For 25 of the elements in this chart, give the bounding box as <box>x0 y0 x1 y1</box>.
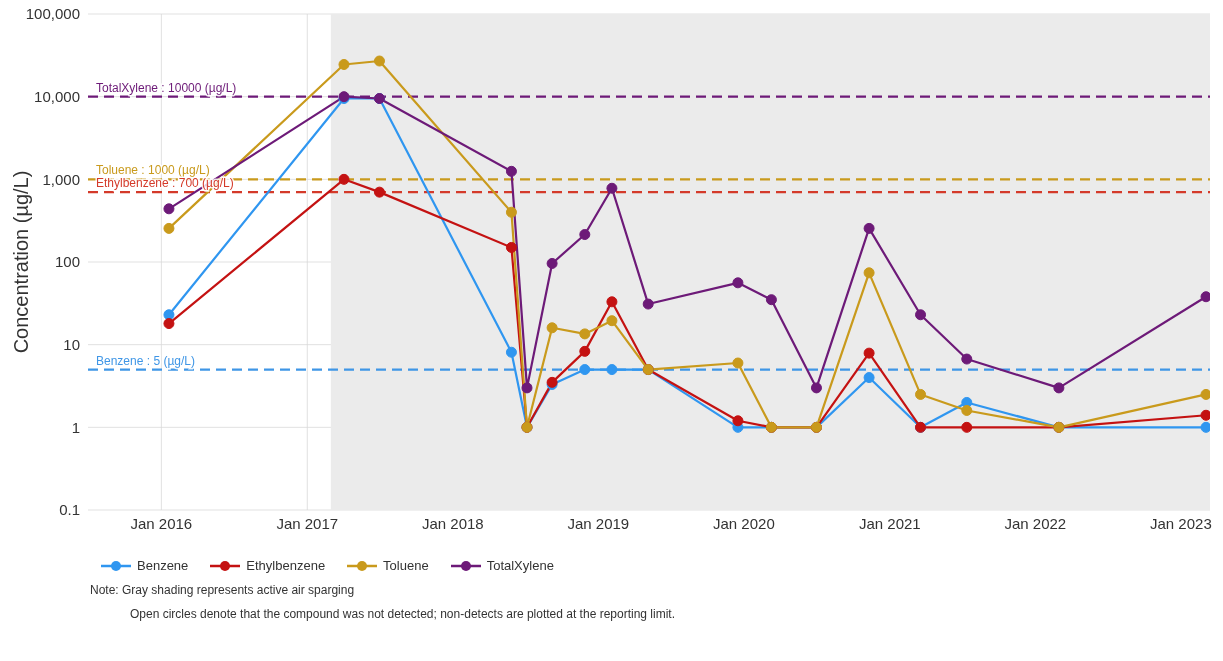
x-tick-label: Jan 2022 <box>1004 514 1067 532</box>
text: Note: Gray shading represents active air sparging <box>90 583 356 597</box>
ref-line-label: TotalXylene : 10000 (µg/L) <box>96 80 237 95</box>
y-tick-label: 0.1 <box>59 501 80 519</box>
y-axis-title: Concentration (µg/L) <box>10 170 33 354</box>
legend-label: TotalXylene <box>486 558 554 573</box>
x-tick-label: Jan 2018 <box>421 514 484 532</box>
legend-label: Benzene <box>137 558 189 573</box>
legend-label: Ethylbenzene <box>246 558 326 573</box>
y-tick-label: 1,000 <box>42 170 80 188</box>
text: Open circles denote that the compound was not detected; non-detects are plotted at the reporting limit. <box>129 607 676 621</box>
ref-line-label: Toluene : 1000 (µg/L) <box>96 163 210 178</box>
y-tick-label: 100,000 <box>25 5 80 23</box>
y-tick-label: 10,000 <box>34 87 80 105</box>
y-tick-label: 1 <box>71 418 80 436</box>
legend-label: Toluene <box>383 558 429 573</box>
y-tick-label: 10 <box>63 335 80 353</box>
x-tick-label: Jan 2020 <box>713 514 775 532</box>
x-tick-label: Jan 2017 <box>276 514 339 532</box>
x-tick-label: Jan 2016 <box>130 514 193 532</box>
x-tick-label: Jan 2021 <box>858 514 921 532</box>
y-tick-label: 100 <box>54 253 80 271</box>
x-tick-label: Jan 2023 <box>1150 514 1212 532</box>
x-tick-label: Jan 2019 <box>567 514 630 532</box>
ref-line-label: Benzene : 5 (µg/L) <box>96 353 195 368</box>
